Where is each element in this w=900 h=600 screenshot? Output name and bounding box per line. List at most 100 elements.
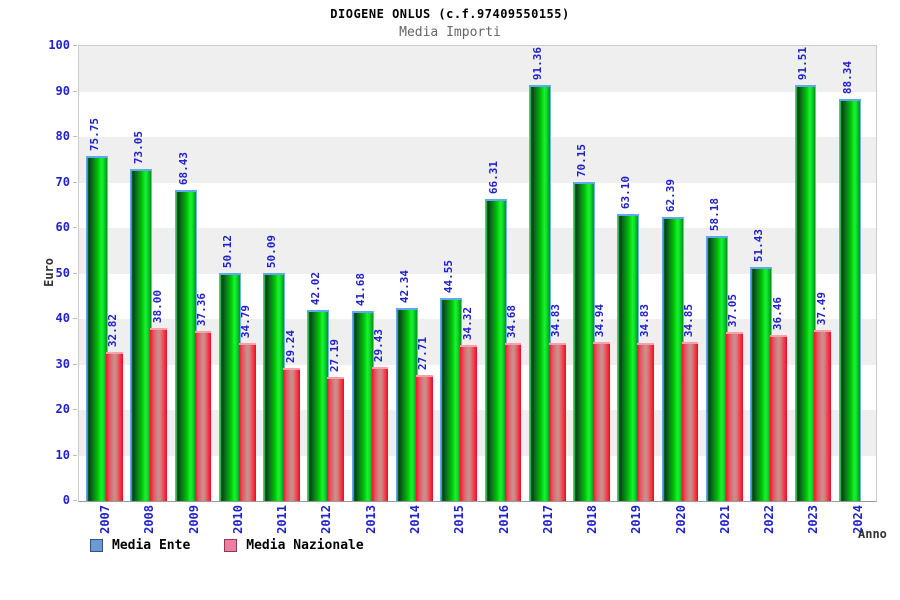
- bar-media-nazionale-2018: [593, 342, 610, 501]
- legend-label-media-ente: Media Ente: [112, 538, 191, 553]
- value-label-media-ente-2015: 44.55: [442, 260, 456, 294]
- x-tick-label-2017: 2017: [540, 505, 555, 534]
- value-label-media-nazionale-2014: 27.71: [416, 336, 430, 370]
- value-label-media-ente-2018: 70.15: [575, 143, 589, 177]
- x-axis-title: Anno: [858, 527, 887, 541]
- value-label-media-ente-2017: 91.36: [530, 47, 544, 81]
- value-label-media-ente-2021: 58.18: [707, 198, 721, 232]
- value-label-media-ente-2023: 91.51: [796, 46, 810, 80]
- bar-media-ente-2021: [705, 236, 728, 501]
- value-label-media-nazionale-2012: 27.19: [327, 339, 341, 373]
- value-label-media-nazionale-2019: 34.83: [637, 304, 651, 338]
- plot-band: [79, 228, 876, 274]
- x-tick-label-2013: 2013: [363, 505, 378, 534]
- bar-media-nazionale-2015: [460, 344, 478, 501]
- value-label-media-ente-2016: 66.31: [486, 161, 500, 195]
- y-tick-label: 70: [55, 174, 70, 189]
- y-tick-mark: [73, 500, 77, 501]
- plot-area: [78, 45, 877, 502]
- bar-media-nazionale-2011: [283, 367, 300, 501]
- x-tick-label-2024: 2024: [850, 505, 865, 534]
- bar-media-nazionale-2009: [194, 331, 212, 501]
- x-tick-label-2012: 2012: [319, 505, 334, 534]
- bar-media-ente-2023: [794, 84, 817, 501]
- y-tick-mark: [73, 227, 77, 228]
- y-tick-mark: [73, 45, 77, 46]
- bar-media-ente-2010: [218, 272, 241, 501]
- bar-media-nazionale-2013: [371, 367, 389, 501]
- bar-media-nazionale-2022: [770, 335, 787, 501]
- bar-media-ente-2009: [174, 189, 197, 501]
- legend: Media Ente Media Nazionale: [90, 538, 364, 553]
- bar-media-ente-2017: [528, 85, 551, 501]
- value-label-media-ente-2011: 50.09: [265, 234, 279, 269]
- bar-media-ente-2013: [351, 311, 374, 501]
- plot-band: [79, 319, 876, 365]
- y-tick-mark: [73, 181, 77, 183]
- x-tick-label-2022: 2022: [762, 505, 777, 534]
- x-tick-label-2010: 2010: [230, 505, 245, 534]
- y-tick-mark: [73, 90, 77, 92]
- value-label-media-nazionale-2009: 37.36: [194, 292, 208, 327]
- value-label-media-ente-2013: 41.68: [353, 273, 367, 307]
- plot-band: [79, 137, 876, 183]
- plot-band: [79, 46, 876, 92]
- y-tick-mark: [73, 454, 77, 456]
- value-label-media-nazionale-2023: 37.49: [814, 292, 828, 326]
- plot-band: [79, 92, 876, 138]
- value-label-media-nazionale-2020: 34.85: [682, 304, 696, 338]
- value-label-media-nazionale-2013: 29.43: [372, 328, 386, 363]
- y-tick-label: 30: [55, 356, 70, 371]
- value-label-media-nazionale-2016: 34.68: [504, 305, 518, 339]
- x-tick-label-2008: 2008: [142, 505, 157, 534]
- bar-media-nazionale-2023: [814, 330, 832, 501]
- y-tick-label: 20: [55, 402, 70, 416]
- chart-title: DIOGENE ONLUS (c.f.97409550155): [330, 7, 570, 21]
- value-label-media-ente-2019: 63.10: [619, 175, 633, 209]
- x-tick-label-2011: 2011: [275, 505, 290, 534]
- bar-media-ente-2020: [661, 217, 684, 501]
- y-tick-label: 80: [55, 129, 70, 143]
- value-label-media-ente-2009: 68.43: [176, 151, 190, 185]
- value-label-media-nazionale-2018: 34.94: [593, 303, 607, 338]
- value-label-media-nazionale-2008: 38.00: [150, 289, 164, 324]
- y-tick-mark: [73, 272, 77, 274]
- y-tick-mark: [73, 363, 77, 365]
- legend-swatch-media-ente-icon: [90, 539, 103, 552]
- bar-media-ente-2012: [307, 309, 330, 501]
- chart-subtitle: Media Importi: [399, 25, 501, 40]
- value-label-media-ente-2024: 88.34: [840, 60, 854, 95]
- bar-media-ente-2016: [484, 199, 507, 501]
- bar-media-ente-2008: [130, 168, 153, 501]
- y-tick-label: 90: [55, 83, 70, 98]
- y-tick-mark: [73, 409, 77, 410]
- value-label-media-nazionale-2015: 34.32: [460, 306, 474, 340]
- bar-media-nazionale-2008: [150, 328, 168, 501]
- value-label-media-ente-2020: 62.39: [663, 179, 677, 213]
- bar-media-nazionale-2012: [327, 377, 345, 501]
- y-tick-label: 60: [55, 220, 70, 234]
- y-tick-label: 100: [48, 38, 70, 52]
- value-label-media-ente-2014: 42.34: [397, 270, 411, 304]
- y-tick-label: 40: [55, 311, 70, 325]
- bar-media-ente-2011: [263, 273, 286, 501]
- bar-media-ente-2015: [440, 298, 463, 501]
- value-label-media-ente-2010: 50.12: [220, 234, 234, 268]
- bar-media-nazionale-2021: [725, 332, 743, 501]
- value-label-media-nazionale-2021: 37.05: [726, 294, 740, 328]
- value-label-media-nazionale-2010: 34.79: [239, 304, 253, 338]
- value-label-media-ente-2012: 42.02: [309, 271, 323, 305]
- bar-media-ente-2007: [86, 156, 108, 501]
- bar-media-ente-2014: [396, 308, 418, 501]
- value-label-media-nazionale-2022: 36.46: [770, 296, 784, 331]
- x-tick-label-2020: 2020: [673, 505, 688, 534]
- x-tick-label-2023: 2023: [806, 505, 821, 534]
- bar-media-ente-2024: [838, 99, 861, 501]
- plot-band: [79, 183, 876, 229]
- x-tick-label-2016: 2016: [496, 505, 511, 534]
- y-tick-mark: [73, 318, 77, 319]
- value-label-media-nazionale-2007: 32.82: [106, 313, 120, 347]
- y-tick-label: 10: [55, 447, 70, 462]
- bar-media-ente-2022: [750, 267, 773, 501]
